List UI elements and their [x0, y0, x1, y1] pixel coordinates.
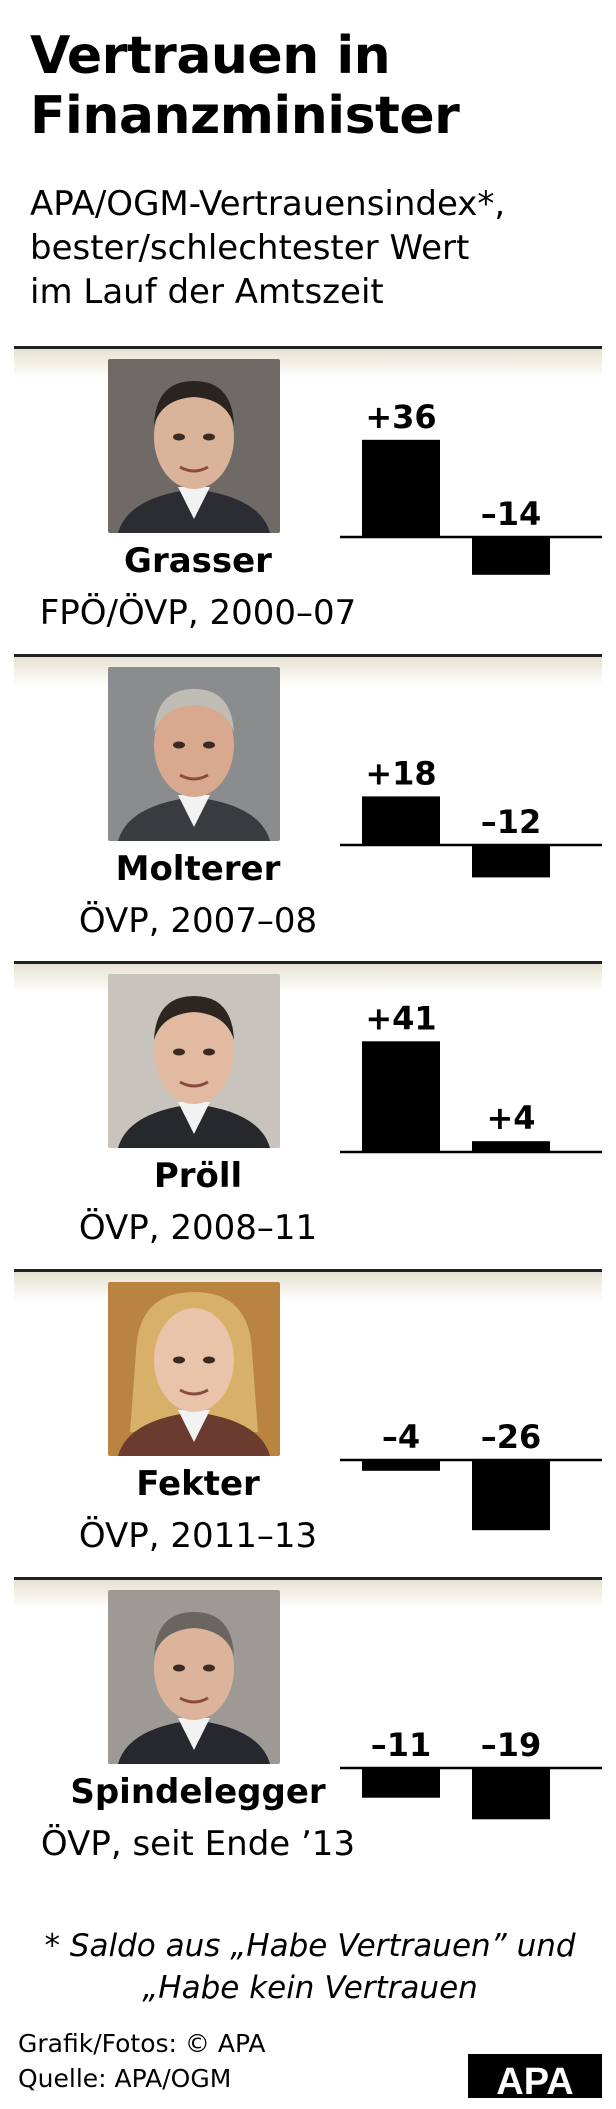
bar-chart: +18 –12: [310, 657, 602, 956]
minister-name: Grasser: [124, 541, 272, 581]
value-label-worst: –14: [481, 495, 542, 533]
value-label-worst: –26: [481, 1418, 542, 1456]
bar-best: [362, 439, 440, 537]
title-line-2: Finanzminister: [30, 86, 460, 146]
minister-name: Molterer: [115, 849, 281, 889]
minister-party-term: ÖVP, 2011–13: [78, 1516, 318, 1556]
minister-party-term: ÖVP, 2007–08: [78, 901, 318, 941]
bar-chart: +36 –14: [310, 349, 602, 648]
value-label-best: +36: [365, 398, 436, 436]
value-label-best: –4: [382, 1418, 420, 1456]
value-label-worst: –19: [481, 1726, 542, 1764]
title-line-1: Vertrauen in: [30, 26, 391, 86]
minister-panel: Pröll ÖVP, 2008–11 +41 +4: [14, 964, 602, 1263]
bar-worst: [472, 1141, 550, 1152]
apa-logo: APA: [468, 2054, 602, 2098]
value-label-best: +18: [365, 754, 436, 792]
apa-logo-text: APA: [496, 2061, 573, 2098]
value-label-best: +41: [365, 999, 436, 1037]
portrait-illustration: [108, 1590, 280, 1764]
value-label-worst: +4: [486, 1099, 535, 1137]
footnote-line-1: * Saldo aus „Habe Vertrauen” und: [44, 1928, 576, 1964]
bar-worst: [472, 845, 550, 878]
chart-subtitle: APA/OGM-Vertrauensindex*, bester/schlech…: [30, 182, 600, 314]
panel-separator: [14, 346, 602, 349]
bar-best: [362, 1460, 440, 1471]
portrait-photo: [108, 1590, 280, 1764]
footnote: * Saldo aus „Habe Vertrauen” und „Habe k…: [20, 1925, 600, 2009]
bar-worst: [472, 1768, 550, 1820]
minister-name: Spindelegger: [70, 1772, 326, 1812]
panel-separator: [14, 961, 602, 964]
portrait-illustration: [108, 359, 280, 533]
bar-chart: +41 +4: [310, 964, 602, 1263]
subtitle-line-2: bester/schlechtester Wert: [30, 228, 470, 268]
portrait-photo: [108, 359, 280, 533]
credit-graphic: Grafik/Fotos: © APA: [18, 2029, 266, 2058]
panel-separator: [14, 654, 602, 657]
minister-name: Fekter: [136, 1464, 260, 1504]
portrait-photo: [108, 667, 280, 841]
portrait-illustration: [108, 667, 280, 841]
bar-chart: –11 –19: [310, 1580, 602, 1879]
bar-worst: [472, 1460, 550, 1531]
apa-logo-roof: [470, 2054, 600, 2066]
minister-party-term: FPÖ/ÖVP, 2000–07: [39, 593, 357, 633]
portrait-illustration: [108, 974, 280, 1148]
minister-panel: Grasser FPÖ/ÖVP, 2000–07 +36 –14: [14, 349, 602, 648]
value-label-best: –11: [371, 1726, 432, 1764]
bar-chart: –4 –26: [310, 1272, 602, 1571]
subtitle-line-1: APA/OGM-Vertrauensindex*,: [30, 184, 506, 224]
footnote-line-2: „Habe kein Vertrauen: [142, 1970, 478, 2006]
minister-party-term: ÖVP, 2008–11: [78, 1208, 318, 1248]
portrait-illustration: [108, 1282, 280, 1456]
minister-party-term: ÖVP, seit Ende ’13: [40, 1824, 356, 1864]
credit-source: Quelle: APA/OGM: [18, 2064, 232, 2093]
minister-name: Pröll: [153, 1156, 243, 1196]
chart-title: Vertrauen in Finanzminister: [30, 26, 590, 146]
subtitle-line-3: im Lauf der Amtszeit: [30, 272, 384, 312]
minister-panel: Spindelegger ÖVP, seit Ende ’13 –11 –19: [14, 1580, 602, 1879]
minister-panel: Molterer ÖVP, 2007–08 +18 –12: [14, 657, 602, 956]
portrait-photo: [108, 974, 280, 1148]
panel-separator: [14, 1577, 602, 1580]
bar-best: [362, 796, 440, 845]
bar-best: [362, 1768, 440, 1798]
panel-separator: [14, 1269, 602, 1272]
value-label-worst: –12: [481, 803, 542, 841]
bar-best: [362, 1041, 440, 1152]
bar-worst: [472, 537, 550, 575]
minister-panel: Fekter ÖVP, 2011–13 –4 –26: [14, 1272, 602, 1571]
portrait-photo: [108, 1282, 280, 1456]
